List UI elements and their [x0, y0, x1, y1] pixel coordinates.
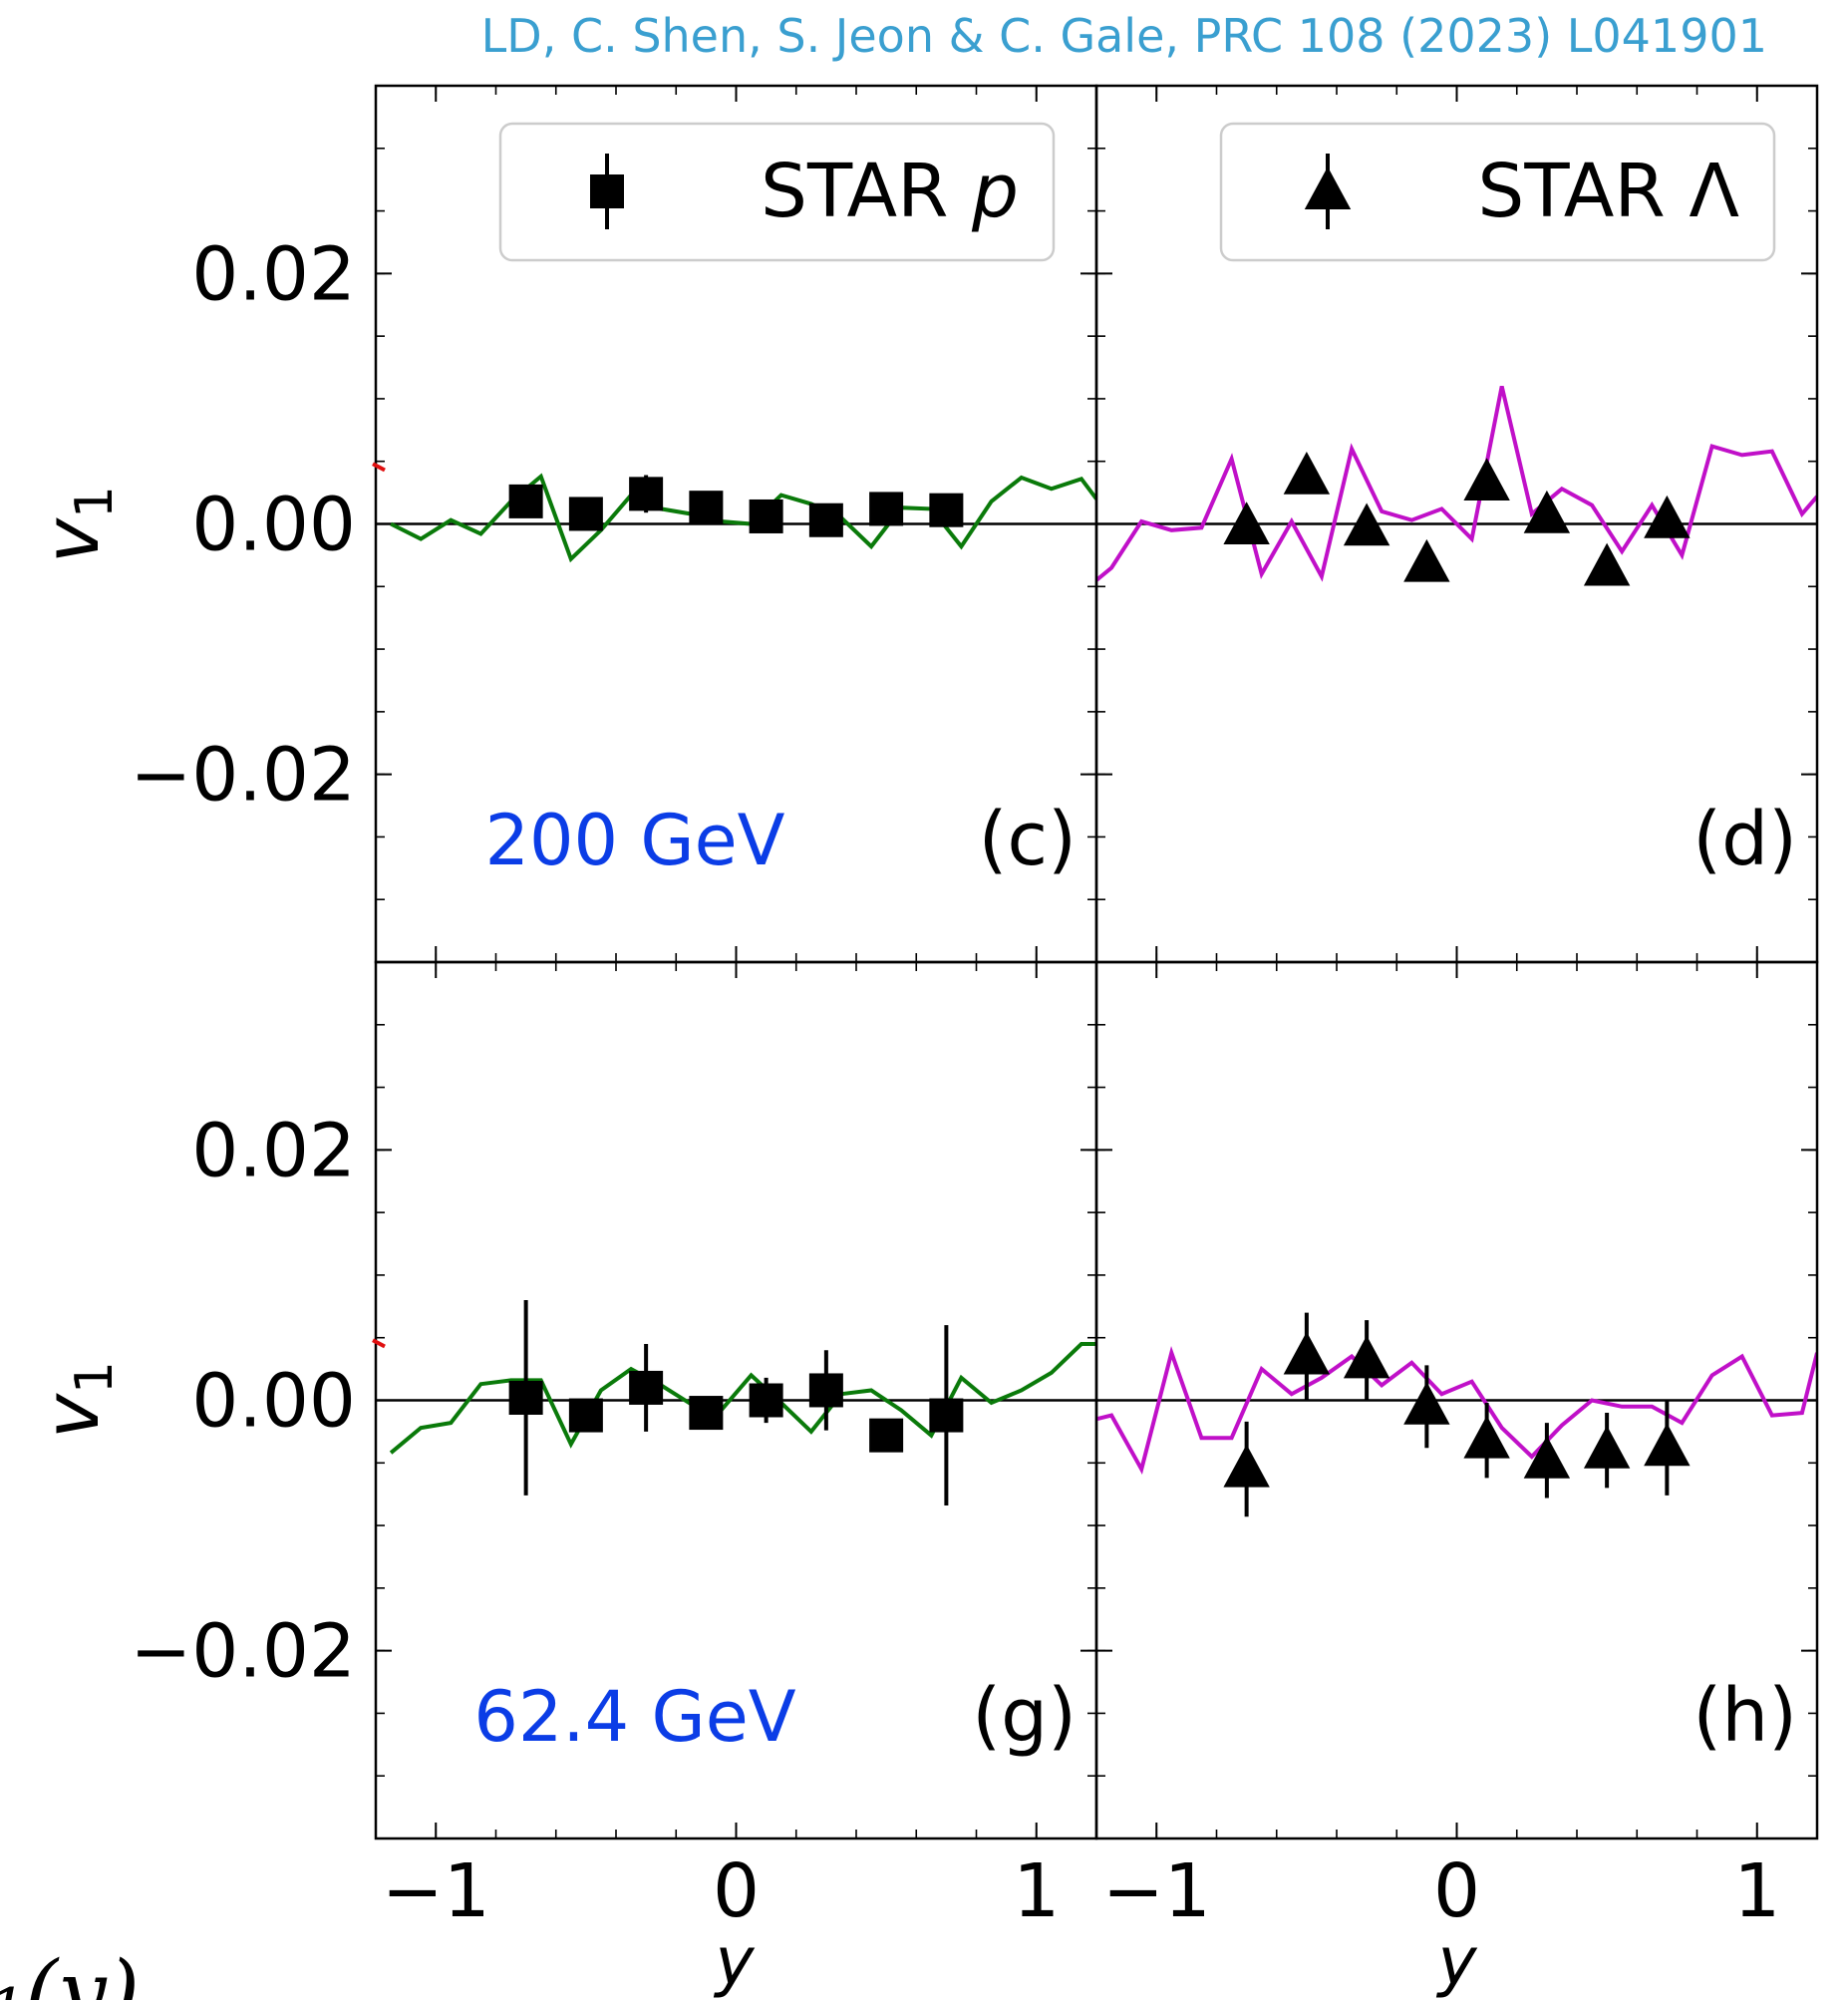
y-axis-label-top: v1: [27, 486, 125, 563]
data-point: [568, 1398, 603, 1433]
model-series-line: [389, 1342, 1096, 1455]
data-point: [508, 1380, 543, 1415]
legend-marker: [590, 174, 624, 208]
x-tick-label: 0: [1433, 1848, 1480, 1934]
y-tick-label: 0.02: [191, 1108, 356, 1193]
legend: STAR p: [498, 122, 1056, 262]
data-point: [629, 477, 664, 511]
svg-text:v1: v1: [27, 1361, 125, 1439]
data-point: [869, 492, 904, 526]
data-point: [1403, 1381, 1450, 1425]
data-point: [1223, 1444, 1270, 1488]
panel-d: STAR Λ (d): [1094, 84, 1819, 964]
model-series-line: [390, 473, 1096, 563]
model-series-line: [1096, 1345, 1817, 1475]
panel-label: (g): [972, 1673, 1077, 1759]
x-tick-label: 0: [713, 1848, 760, 1934]
y-tick-label: 0.00: [191, 1359, 356, 1445]
data-point: [1343, 502, 1390, 546]
data-point: [629, 1370, 664, 1405]
x-tick-label: 1: [1013, 1848, 1060, 1934]
legend-label: STAR p: [761, 149, 1019, 234]
data-point: [1644, 495, 1691, 538]
energy-label: 62.4 GeV: [473, 1676, 795, 1758]
data-point: [808, 1373, 843, 1408]
data-point: [1283, 451, 1331, 495]
data-point: [749, 1383, 783, 1418]
x-axis-label-left: y: [713, 1923, 755, 2000]
data-point: [1343, 1335, 1390, 1379]
x-tick-labels-left: −1 0 1: [382, 1848, 1061, 1934]
model-series-line: [1096, 385, 1817, 582]
x-tick-label: 1: [1733, 1848, 1780, 1934]
y-axis-label-subscript: 1: [65, 1361, 125, 1394]
x-tick-labels-right: −1 0 1: [1102, 1848, 1781, 1934]
panel-c: STAR p (c) 200 GeV: [372, 84, 1098, 964]
data-point: [1463, 458, 1510, 501]
data-point: [1583, 542, 1631, 586]
svg-text:v1: v1: [27, 486, 125, 563]
panel-g: (g) 62.4 GeV: [372, 960, 1098, 1840]
panel-label: (h): [1693, 1673, 1797, 1759]
legend-marker: [1304, 167, 1352, 209]
bottom-left-fragment: ₁(y),: [0, 1943, 167, 2000]
y-tick-label: 0.02: [191, 231, 356, 317]
data-point: [808, 502, 843, 537]
y-axis-label-text: v: [27, 517, 116, 563]
data-point: [929, 493, 964, 527]
data-point: [568, 497, 603, 531]
data-point: [1463, 1415, 1510, 1459]
data-point: [1223, 501, 1270, 545]
legend: STAR Λ: [1219, 122, 1776, 262]
data-point: [508, 484, 543, 518]
legend-label: STAR Λ: [1477, 149, 1739, 234]
data-point: [1403, 538, 1450, 582]
y-axis-label-subscript: 1: [65, 486, 125, 518]
panel-h: (h): [1094, 960, 1819, 1840]
y-axis-label-text: v: [27, 1393, 116, 1439]
data-point: [1283, 1331, 1331, 1375]
data-point: [1583, 1425, 1631, 1469]
legend-box: [1219, 122, 1776, 262]
y-tick-labels-top: 0.02 0.00 −0.02: [130, 231, 356, 818]
energy-label: 200 GeV: [484, 800, 784, 881]
data-point: [869, 1418, 904, 1453]
panel-frame: [1094, 960, 1819, 1840]
data-point: [689, 491, 724, 525]
citation: LD, C. Shen, S. Jeon & C. Gale, PRC 108 …: [481, 9, 1767, 63]
data-point: [689, 1396, 724, 1431]
edge-fragment: [372, 462, 386, 473]
y-tick-labels-bottom: 0.02 0.00 −0.02: [130, 1108, 356, 1694]
panel-label: (c): [979, 797, 1077, 882]
y-tick-label: 0.00: [191, 483, 356, 568]
y-tick-label: −0.02: [130, 733, 356, 819]
legend-box: [498, 122, 1056, 262]
x-tick-label: −1: [382, 1848, 490, 1934]
data-point: [929, 1398, 964, 1433]
edge-fragment: [372, 1338, 386, 1349]
data-point: [1523, 1435, 1571, 1479]
data-point: [1523, 490, 1571, 533]
y-tick-label: −0.02: [130, 1609, 356, 1695]
panel-label: (d): [1693, 797, 1797, 882]
data-point: [1644, 1423, 1691, 1467]
data-point: [749, 499, 783, 533]
x-axis-label-right: y: [1435, 1923, 1477, 2000]
y-axis-label-bottom: v1: [27, 1361, 125, 1439]
x-tick-label: −1: [1102, 1848, 1211, 1934]
